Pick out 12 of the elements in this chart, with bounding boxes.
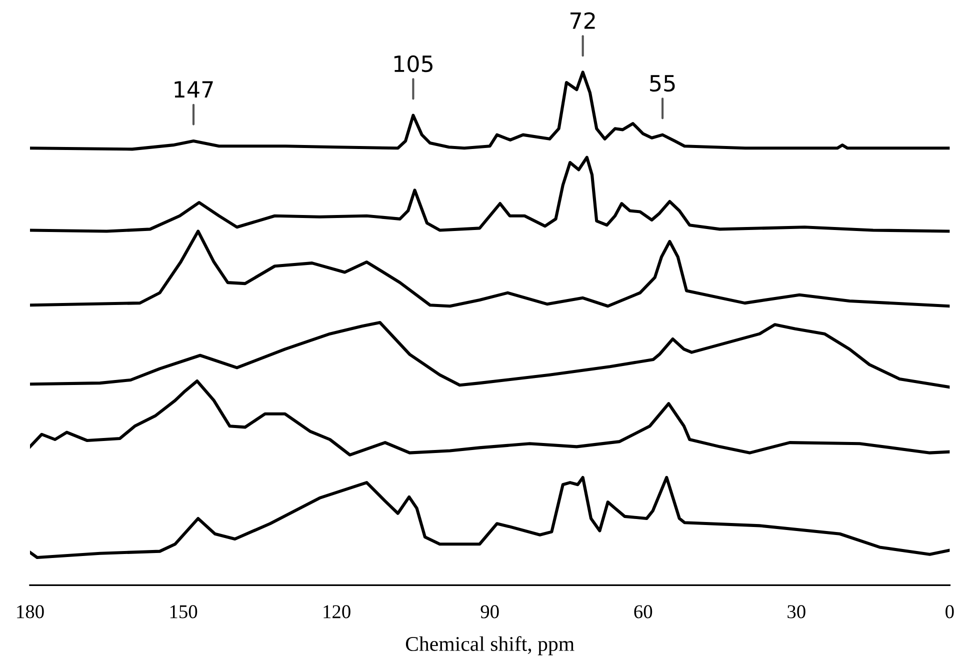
annotation: 72 — [570, 12, 595, 29]
annotation: 147 — [174, 81, 213, 98]
x-tick-label: 60 — [634, 605, 652, 618]
x-tick-label: 30 — [788, 605, 806, 618]
x-tick-label: 90 — [480, 605, 499, 618]
x-tick-label: 120 — [324, 605, 350, 618]
x-tick-label: 150 — [170, 605, 198, 618]
x-tick-label: 0 — [946, 605, 954, 618]
x-axis-title: Chemical shift, ppm — [406, 636, 574, 656]
annotation: 55 — [650, 75, 675, 92]
annotation: 105 — [394, 55, 432, 72]
x-tick-label: 180 — [17, 605, 44, 618]
